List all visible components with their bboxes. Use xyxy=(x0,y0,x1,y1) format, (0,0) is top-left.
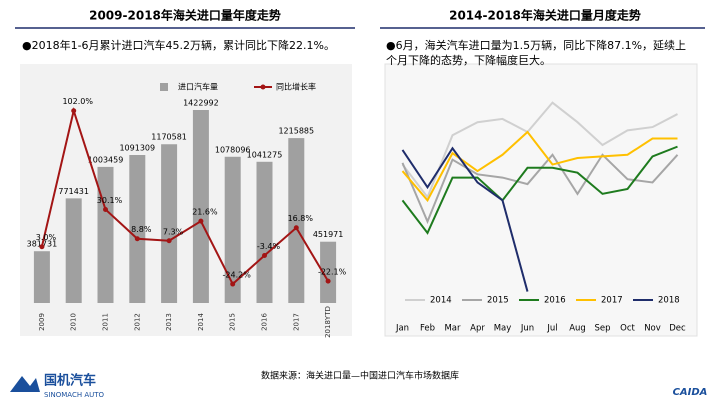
x-tick-label: 2012 xyxy=(133,313,141,331)
x-tick-label: Oct xyxy=(620,324,635,334)
x-tick-label: 2013 xyxy=(165,313,173,331)
series-line xyxy=(401,146,529,292)
bar-value-label: 1091309 xyxy=(119,143,155,152)
bar-value-label: 1041275 xyxy=(247,150,283,159)
line-marker xyxy=(293,225,299,231)
growth-line xyxy=(40,106,329,286)
bar xyxy=(33,251,50,303)
x-tick-label: Jun xyxy=(520,324,534,334)
logo-icon xyxy=(10,376,40,392)
x-tick-label: Feb xyxy=(420,324,435,334)
line-value-label: -22.1% xyxy=(318,268,347,277)
bar xyxy=(161,144,178,303)
x-tick-label: 2017 xyxy=(292,313,300,331)
chart-subtitle: ●6月，海关汽车进口量为1.5万辆，同比下降87.1%，延续上个月下降的态势，下… xyxy=(386,39,687,67)
x-tick-label: Nov xyxy=(644,324,661,334)
line-marker xyxy=(198,218,204,224)
legend-swatch xyxy=(160,83,168,91)
x-tick-label: 2011 xyxy=(102,313,110,331)
line-marker xyxy=(134,236,140,242)
legend-label: 同比增长率 xyxy=(276,82,316,92)
line-value-label: 30.1% xyxy=(97,196,123,205)
series-line xyxy=(401,101,678,200)
legend-label: 2017 xyxy=(601,296,623,306)
line-value-label: 7.3% xyxy=(163,227,184,236)
line-value-label: 16.8% xyxy=(288,214,314,223)
x-tick-label: Apr xyxy=(470,324,485,334)
partner-logo: CAIDA xyxy=(673,387,708,398)
x-tick-label: 2016 xyxy=(261,313,269,331)
bar-value-label: 1078096 xyxy=(215,145,251,154)
line-marker xyxy=(325,278,331,284)
line-marker xyxy=(166,238,172,244)
line-value-label: 21.6% xyxy=(192,208,218,217)
line-marker xyxy=(103,206,108,212)
legend-label: 进口汽车量 xyxy=(178,82,218,92)
series-line xyxy=(401,153,679,225)
legend-label: 2014 xyxy=(430,296,452,306)
x-tick-label: Sep xyxy=(594,324,610,334)
legend-label: 2015 xyxy=(487,296,509,306)
series-line xyxy=(401,145,678,235)
bar xyxy=(129,154,146,303)
bar-value-label: 1003459 xyxy=(88,155,124,164)
x-tick-label: 2010 xyxy=(70,313,78,331)
bar xyxy=(192,110,209,303)
legend-swatch xyxy=(260,84,266,90)
bar-value-label: 771431 xyxy=(58,187,89,196)
line-value-label: -24.2% xyxy=(223,271,252,280)
line-value-label: 8.8% xyxy=(131,225,152,234)
x-tick-label: 2018YTD xyxy=(324,306,332,338)
x-tick-label: Jan xyxy=(395,324,409,334)
bar-value-label: 1215885 xyxy=(278,127,314,136)
line-marker xyxy=(230,281,236,287)
legend-label: 2018 xyxy=(658,296,680,306)
line-value-label: 3.0% xyxy=(36,233,57,242)
x-tick-label: Dec xyxy=(669,324,686,334)
bar-value-label: 1422992 xyxy=(183,99,219,108)
line-value-label: -3.4% xyxy=(257,242,281,251)
line-marker xyxy=(71,108,77,114)
bar xyxy=(320,241,337,303)
x-tick-label: 2009 xyxy=(38,313,46,331)
bar xyxy=(65,198,82,303)
line-marker xyxy=(262,252,267,258)
bar-value-label: 451971 xyxy=(313,230,344,239)
x-tick-label: 2015 xyxy=(229,313,237,331)
chart-title: 2014-2018年海关进口量月度走势 xyxy=(449,8,641,23)
source-note: 数据来源：海关进口量—中国进口汽车市场数据库 xyxy=(261,370,459,382)
bar xyxy=(288,138,305,303)
logo-name: 国机汽车 xyxy=(44,373,96,389)
line-marker xyxy=(39,244,45,250)
bar-value-label: 1170581 xyxy=(151,133,187,142)
series-line xyxy=(401,130,678,203)
x-tick-label: Mar xyxy=(444,324,461,334)
bar xyxy=(256,161,273,303)
bar xyxy=(97,166,114,303)
x-tick-label: Aug xyxy=(569,324,586,334)
chart-subtitle: ●2018年1-6月累计进口汽车45.2万辆，累计同比下降22.1%。 xyxy=(22,39,335,52)
x-tick-label: Jul xyxy=(546,324,557,334)
legend-label: 2016 xyxy=(544,296,566,306)
x-tick-label: May xyxy=(494,324,512,334)
bar xyxy=(224,156,241,303)
x-tick-label: 2014 xyxy=(197,313,205,331)
line-value-label: 102.0% xyxy=(62,97,93,106)
logo-english: SINOMACH AUTO xyxy=(44,391,105,399)
chart-title: 2009-2018年海关进口量年度走势 xyxy=(89,8,281,23)
